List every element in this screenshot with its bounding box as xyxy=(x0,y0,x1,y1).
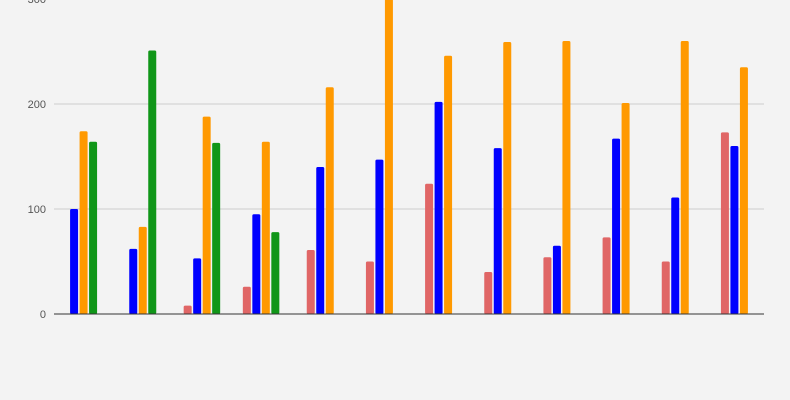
bar-series-1-category-11[interactable] xyxy=(661,261,670,315)
bar-series-1-category-4[interactable] xyxy=(242,286,251,314)
bars xyxy=(70,0,748,315)
bar-series-1-category-10[interactable] xyxy=(602,237,611,314)
bar-series-1-category-5[interactable] xyxy=(306,249,315,314)
bar-series-3-category-10[interactable] xyxy=(621,102,630,314)
bar-series-3-category-1[interactable] xyxy=(79,131,88,314)
bar-series-1-category-8[interactable] xyxy=(484,272,493,314)
bar-series-4-category-1[interactable] xyxy=(89,141,98,314)
bar-series-3-category-4[interactable] xyxy=(261,141,270,314)
bar-series-2-category-1[interactable] xyxy=(70,209,79,314)
bar-series-2-category-10[interactable] xyxy=(612,138,621,314)
bar-series-3-category-12[interactable] xyxy=(739,67,748,314)
y-tick-label: 300 xyxy=(28,0,46,6)
bar-series-3-category-8[interactable] xyxy=(503,42,512,315)
bar-series-2-category-2[interactable] xyxy=(129,248,138,314)
bar-series-1-category-3[interactable] xyxy=(183,305,192,314)
y-tick-label: 0 xyxy=(40,309,46,321)
bar-series-2-category-4[interactable] xyxy=(252,214,261,314)
bar-series-2-category-12[interactable] xyxy=(730,146,739,314)
bar-series-2-category-5[interactable] xyxy=(316,167,325,314)
gridlines xyxy=(54,103,764,210)
bar-series-3-category-2[interactable] xyxy=(138,226,147,314)
bar-series-1-category-6[interactable] xyxy=(365,261,374,315)
bar-series-4-category-3[interactable] xyxy=(212,142,221,314)
bar-series-2-category-3[interactable] xyxy=(193,258,202,314)
bar-series-3-category-9[interactable] xyxy=(562,41,571,314)
bar-series-3-category-11[interactable] xyxy=(680,41,689,314)
bar-series-2-category-6[interactable] xyxy=(375,159,384,314)
bar-series-3-category-3[interactable] xyxy=(202,116,211,314)
y-tick-label: 100 xyxy=(28,204,46,216)
bar-series-1-category-12[interactable] xyxy=(720,132,729,314)
y-tick-label: 200 xyxy=(28,99,46,111)
bar-series-2-category-8[interactable] xyxy=(493,148,502,314)
bar-series-3-category-5[interactable] xyxy=(325,87,334,314)
bar-series-2-category-11[interactable] xyxy=(671,197,680,314)
y-tick-labels: 0 100 200 300 xyxy=(28,0,46,321)
bar-series-1-category-7[interactable] xyxy=(425,183,434,314)
bar-series-2-category-9[interactable] xyxy=(552,245,561,314)
bar-series-4-category-4[interactable] xyxy=(271,232,280,314)
bar-series-3-category-6[interactable] xyxy=(384,0,393,314)
bar-series-2-category-7[interactable] xyxy=(434,101,443,315)
bar-series-1-category-9[interactable] xyxy=(543,257,552,314)
bar-series-3-category-7[interactable] xyxy=(444,55,453,314)
bar-series-4-category-2[interactable] xyxy=(148,50,157,314)
